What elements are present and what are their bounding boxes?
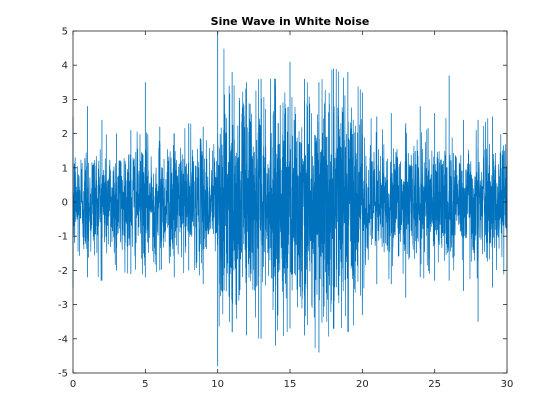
y-tick-label: -2 xyxy=(58,266,68,277)
x-tick-label: 25 xyxy=(428,379,441,390)
y-tick-label: 4 xyxy=(62,61,68,72)
y-tick-label: 5 xyxy=(62,27,68,38)
x-tick-label: 0 xyxy=(70,379,76,390)
y-tick-label: -3 xyxy=(58,300,68,311)
axes xyxy=(72,30,508,374)
x-tick-label: 15 xyxy=(284,379,297,390)
x-tick-label: 30 xyxy=(501,379,514,390)
y-tick-label: 0 xyxy=(62,198,68,209)
y-tick-label: 3 xyxy=(62,95,68,106)
y-tick-label: 1 xyxy=(62,163,68,174)
y-tick-label: 2 xyxy=(62,129,68,140)
x-tick-label: 10 xyxy=(211,379,224,390)
tick-labels: 0 5 10 15 20 25 30 -5 -4 -3 -2 -1 0 1 2 3 4 5 xyxy=(58,27,513,391)
y-tick-label: -5 xyxy=(58,369,68,380)
chart-title: Sine Wave in White Noise xyxy=(211,15,370,28)
x-tick-label: 5 xyxy=(142,379,148,390)
y-tick-label: -4 xyxy=(58,334,68,345)
x-tick-label: 20 xyxy=(356,379,369,390)
y-tick-label: -1 xyxy=(58,232,68,243)
